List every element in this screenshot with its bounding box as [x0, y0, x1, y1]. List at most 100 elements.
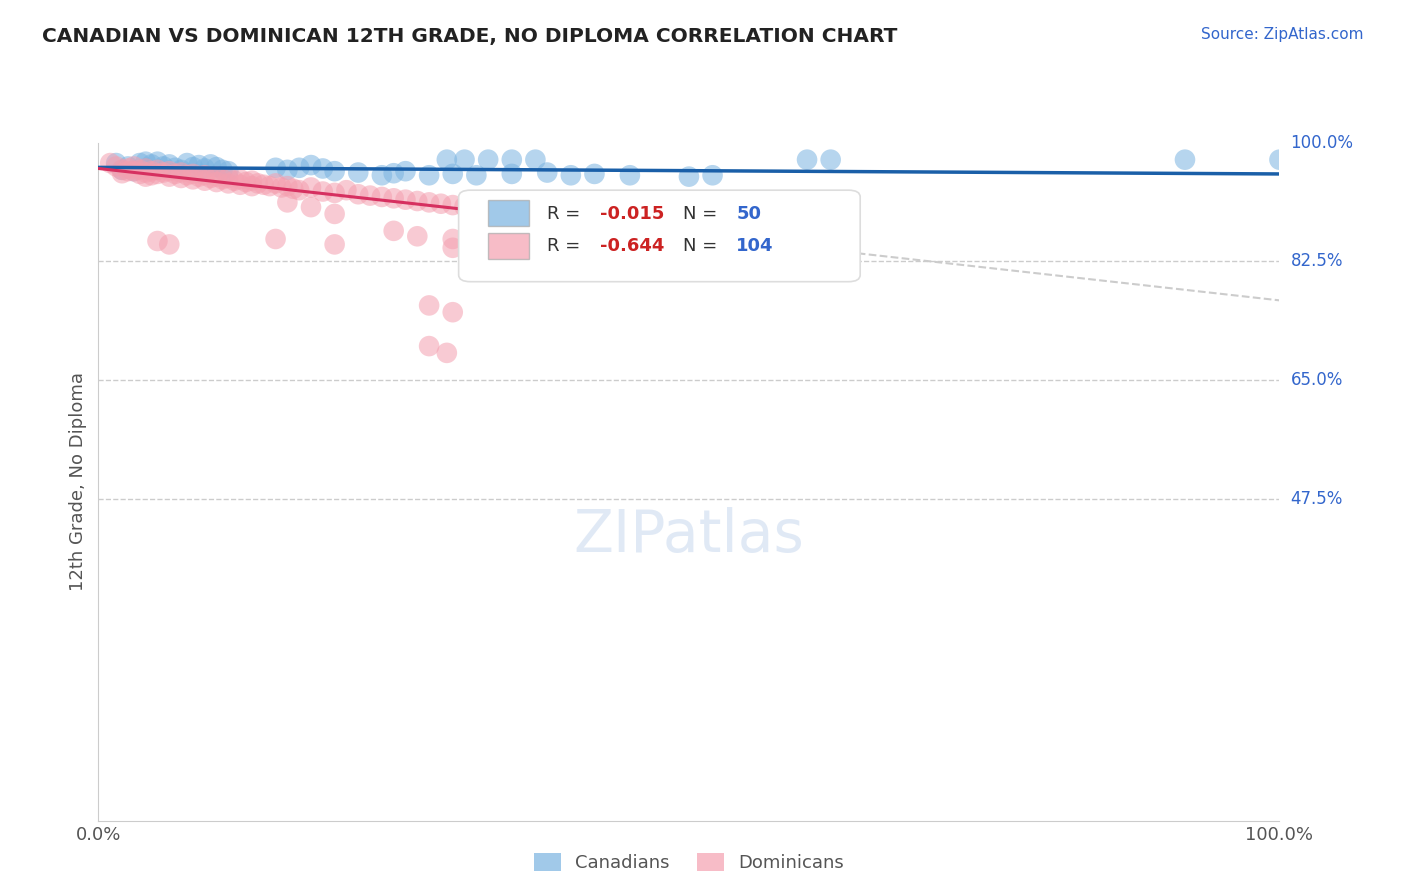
- Point: [571, 208, 593, 222]
- Point: [146, 162, 169, 177]
- Point: [335, 183, 357, 197]
- Point: [205, 160, 228, 174]
- Point: [111, 166, 134, 180]
- Point: [264, 177, 287, 191]
- Point: [323, 186, 346, 200]
- Text: Source: ZipAtlas.com: Source: ZipAtlas.com: [1201, 27, 1364, 42]
- Point: [187, 158, 209, 172]
- Point: [264, 232, 287, 246]
- Point: [152, 160, 174, 174]
- Point: [465, 198, 488, 212]
- Point: [347, 165, 370, 179]
- Point: [229, 178, 252, 192]
- Point: [536, 205, 558, 219]
- Point: [98, 156, 121, 170]
- Point: [259, 179, 281, 194]
- FancyBboxPatch shape: [458, 190, 860, 282]
- Point: [394, 193, 416, 207]
- Point: [630, 211, 652, 226]
- Point: [157, 164, 180, 178]
- Point: [501, 202, 523, 216]
- Point: [135, 165, 157, 179]
- Point: [654, 211, 676, 226]
- Point: [111, 162, 134, 177]
- Point: [323, 207, 346, 221]
- Point: [501, 167, 523, 181]
- Text: 65.0%: 65.0%: [1291, 371, 1343, 389]
- Point: [240, 174, 263, 188]
- Point: [560, 254, 582, 268]
- Point: [583, 167, 606, 181]
- Point: [276, 179, 298, 194]
- Point: [170, 162, 193, 177]
- Point: [359, 188, 381, 202]
- Point: [312, 185, 335, 199]
- Point: [176, 156, 198, 170]
- Point: [406, 229, 429, 244]
- Point: [200, 171, 222, 186]
- Point: [105, 160, 128, 174]
- Point: [477, 201, 499, 215]
- Point: [117, 160, 139, 174]
- Point: [141, 157, 163, 171]
- Point: [264, 161, 287, 175]
- Point: [737, 230, 759, 244]
- Point: [678, 216, 700, 230]
- Point: [170, 165, 193, 179]
- Point: [323, 237, 346, 252]
- Y-axis label: 12th Grade, No Diploma: 12th Grade, No Diploma: [69, 372, 87, 591]
- Text: ZIPatlas: ZIPatlas: [574, 508, 804, 565]
- Text: 100.0%: 100.0%: [1291, 134, 1354, 152]
- Point: [548, 203, 571, 218]
- Point: [205, 169, 228, 184]
- Point: [678, 169, 700, 184]
- Point: [430, 196, 453, 211]
- Point: [713, 219, 735, 233]
- Point: [524, 153, 547, 167]
- Point: [595, 209, 617, 223]
- Point: [181, 172, 204, 186]
- Point: [820, 153, 842, 167]
- Point: [477, 153, 499, 167]
- Point: [217, 164, 239, 178]
- Point: [347, 187, 370, 202]
- Point: [418, 339, 440, 353]
- Point: [122, 164, 145, 178]
- Point: [689, 214, 711, 228]
- Point: [194, 161, 217, 176]
- Text: 47.5%: 47.5%: [1291, 490, 1343, 508]
- Point: [512, 203, 534, 218]
- Point: [441, 241, 464, 255]
- Point: [146, 167, 169, 181]
- Point: [702, 168, 724, 182]
- Point: [111, 162, 134, 177]
- Point: [224, 174, 246, 188]
- Point: [135, 154, 157, 169]
- Text: CANADIAN VS DOMINICAN 12TH GRADE, NO DIPLOMA CORRELATION CHART: CANADIAN VS DOMINICAN 12TH GRADE, NO DIP…: [42, 27, 897, 45]
- Point: [524, 202, 547, 216]
- Point: [441, 167, 464, 181]
- Point: [217, 171, 239, 186]
- Point: [165, 161, 187, 175]
- Point: [135, 169, 157, 184]
- Point: [122, 160, 145, 174]
- Point: [796, 153, 818, 167]
- Point: [128, 162, 150, 177]
- Point: [465, 168, 488, 182]
- Point: [299, 158, 322, 172]
- Point: [406, 194, 429, 208]
- Point: [382, 224, 405, 238]
- Text: -0.015: -0.015: [600, 205, 665, 223]
- Point: [117, 161, 139, 176]
- Point: [1174, 153, 1197, 167]
- Point: [181, 160, 204, 174]
- Point: [607, 211, 630, 225]
- Point: [666, 214, 689, 228]
- Point: [128, 156, 150, 170]
- Point: [141, 164, 163, 178]
- Point: [560, 168, 582, 182]
- Point: [418, 298, 440, 312]
- Point: [436, 153, 458, 167]
- Point: [194, 174, 217, 188]
- Point: [418, 195, 440, 210]
